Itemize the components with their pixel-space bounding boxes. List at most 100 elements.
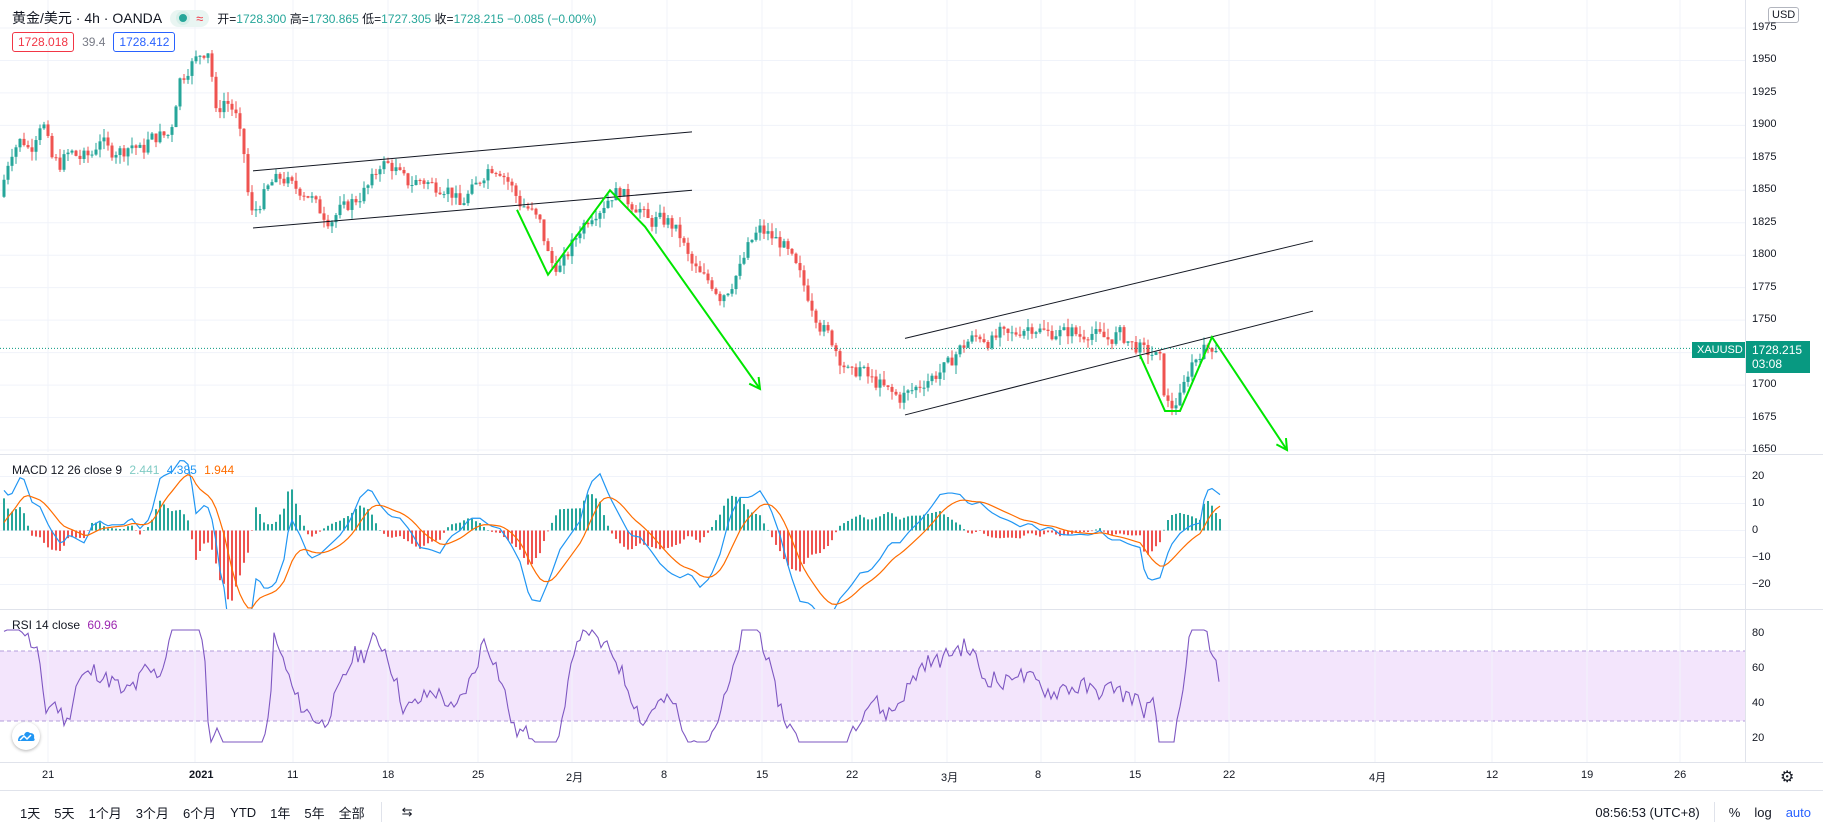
time-tick-label: 8 [1035, 769, 1042, 781]
macd-histogram-bar [759, 515, 761, 531]
range-6m[interactable]: 6个月 [182, 805, 217, 821]
candle-body [950, 357, 954, 366]
macd-histogram-bar [39, 530, 41, 538]
candle-body [70, 150, 74, 153]
macd-histogram-bar [991, 530, 993, 538]
macd-histogram-bar [919, 515, 921, 531]
macd-histogram-bar [1219, 518, 1221, 531]
candle-body [1102, 331, 1106, 338]
macd-histogram-bar [835, 530, 837, 533]
macd-histogram-bar [1143, 530, 1145, 552]
macd-axis[interactable]: 20 10 0 −10 −20 [1745, 454, 1823, 609]
macd-histogram-bar [599, 501, 601, 531]
macd-histogram-bar [107, 528, 109, 531]
candle-body [762, 225, 766, 234]
rsi-axis[interactable]: 80 60 40 20 [1745, 609, 1823, 762]
candle-body [138, 144, 142, 148]
price-chart[interactable] [0, 0, 1745, 452]
range-1m[interactable]: 1个月 [88, 805, 122, 821]
range-5y[interactable]: 5年 [304, 805, 325, 821]
macd-histogram-bar [343, 518, 345, 531]
candle-body [1190, 362, 1194, 377]
macd-histogram-bar [279, 514, 281, 531]
candle-body [670, 218, 674, 229]
macd-histogram-bar [631, 530, 633, 550]
candle-body [194, 56, 198, 62]
macd-histogram-bar [403, 530, 405, 539]
currency-badge[interactable]: USD [1768, 7, 1800, 23]
candle-body [862, 366, 866, 368]
time-axis[interactable]: ⚙ 21 2021 11 18 25 2月 8 15 22 3月 8 15 22 4月 12 19 26 [0, 762, 1823, 791]
macd-pane[interactable]: MACD 12 26 close 9 2.441 4.385 1.944 [0, 454, 1745, 609]
macd-histogram-bar [819, 530, 821, 554]
candle-body [1110, 339, 1114, 344]
rsi-chart[interactable] [0, 610, 1745, 762]
rsi-legend[interactable]: RSI 14 close 60.96 [12, 618, 117, 632]
macd-chart[interactable] [0, 455, 1745, 609]
market-status[interactable]: ≈ [170, 9, 210, 27]
macd-histogram-bar [967, 530, 969, 533]
macd-histogram-bar [687, 530, 689, 537]
auto-toggle[interactable]: auto [1785, 804, 1811, 820]
clock[interactable]: 08:56:53 (UTC+8) [1595, 804, 1700, 820]
macd-histogram-bar [75, 530, 77, 538]
candle-body [934, 375, 938, 379]
range-ytd[interactable]: YTD [230, 804, 257, 820]
macd-histogram-bar [127, 526, 129, 531]
macd-histogram-bar [627, 530, 629, 550]
macd-histogram-bar [1047, 530, 1049, 533]
macd-histogram-bar [619, 530, 621, 544]
candle-body [978, 336, 982, 340]
candle-body [558, 265, 562, 272]
macd-signal-line [3, 473, 1221, 609]
macd-histogram-bar [179, 509, 181, 531]
macd-histogram-bar [1191, 516, 1193, 531]
ask-button[interactable]: 1728.412 [113, 32, 176, 52]
candle-body [1018, 334, 1022, 336]
range-all[interactable]: 全部 [338, 805, 365, 821]
candle-body [998, 326, 1002, 338]
trend-channel-line [904, 240, 1314, 339]
macd-histogram-bar [3, 498, 5, 531]
macd-histogram-bar [1175, 513, 1177, 531]
bid-button[interactable]: 1728.018 [12, 32, 75, 52]
macd-histogram-bar [703, 530, 705, 538]
candle-body [1066, 327, 1070, 337]
symbol-title[interactable]: 黄金/美元 · 4h · OANDA [12, 10, 163, 26]
candle-body [266, 185, 270, 190]
price-pane[interactable]: 黄金/美元 · 4h · OANDA ≈ 开=1728.300 高=1730.8… [0, 0, 1748, 452]
time-tick-label: 4月 [1369, 772, 1387, 784]
tradingview-logo[interactable] [12, 722, 40, 750]
macd-tick-label: −10 [1752, 550, 1771, 563]
macd-histogram-bar [739, 497, 741, 531]
candle-body [850, 366, 854, 368]
price-axis[interactable]: USD 1975 1950 1925 1900 1875 1850 1825 1800 1775… [1745, 0, 1823, 455]
wave-icon: ≈ [196, 10, 204, 26]
macd-histogram-bar [207, 530, 209, 543]
percent-toggle[interactable]: % [1728, 804, 1741, 820]
settings-gear-icon[interactable]: ⚙ [1780, 769, 1795, 786]
range-5d[interactable]: 5天 [54, 805, 75, 821]
macd-histogram-bar [751, 512, 753, 531]
macd-histogram-bar [1095, 529, 1097, 531]
symbol-tag: XAUUSD [1692, 342, 1748, 358]
candle-body [598, 213, 602, 219]
macd-histogram-bar [315, 530, 317, 534]
range-1y[interactable]: 1年 [270, 805, 291, 821]
log-toggle[interactable]: log [1754, 804, 1772, 820]
macd-histogram-bar [383, 530, 385, 534]
macd-histogram-bar [323, 528, 325, 531]
rsi-pane[interactable]: RSI 14 close 60.96 [0, 609, 1745, 762]
candle-body [958, 345, 962, 355]
range-3m[interactable]: 3个月 [135, 805, 169, 821]
macd-histogram-bar [1147, 530, 1149, 555]
macd-histogram-bar [47, 530, 49, 548]
candle-body [1030, 327, 1034, 334]
range-1d[interactable]: 1天 [20, 805, 41, 821]
macd-legend[interactable]: MACD 12 26 close 9 2.441 4.385 1.944 [12, 463, 234, 477]
toolbar-divider [380, 802, 382, 822]
date-range-icon[interactable]: ⇆ [401, 804, 413, 819]
macd-histogram-bar [775, 530, 777, 545]
candle-body [462, 203, 466, 205]
candle-body [442, 194, 446, 196]
